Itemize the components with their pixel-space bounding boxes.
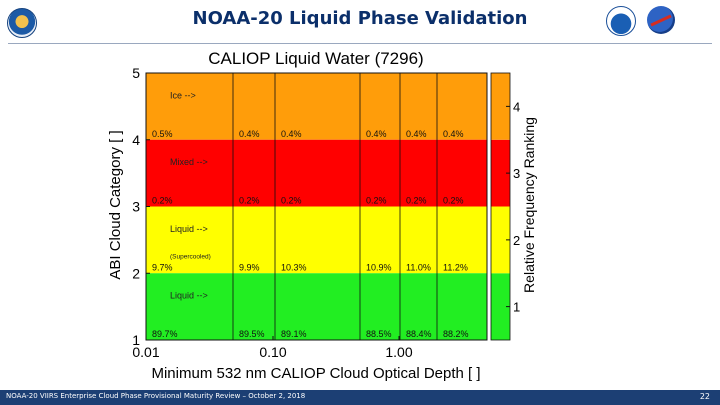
nasa-logo — [647, 6, 675, 34]
y-tick-label: 1 — [132, 332, 140, 348]
cell-value-label: 0.2% — [239, 196, 260, 206]
cell-value-label: 89.5% — [239, 329, 265, 339]
cell-value-label: 88.2% — [443, 329, 469, 339]
colorbar-tick-label: 3 — [513, 166, 520, 181]
cell-value-label: 0.2% — [443, 196, 464, 206]
cell-value-label: 0.4% — [281, 129, 302, 139]
colorbar-segment — [491, 273, 510, 340]
cell-value-label: 0.4% — [239, 129, 260, 139]
heatmap-row-band — [146, 273, 487, 340]
heatmap-row-band — [146, 139, 487, 207]
cell-value-label: 11.2% — [443, 262, 468, 272]
cell-value-label: 89.1% — [281, 329, 307, 339]
colorbar-segment — [491, 73, 510, 140]
cell-value-label: 10.9% — [366, 262, 392, 272]
heatmap-row-band — [146, 73, 487, 140]
cell-value-label: 0.5% — [152, 129, 173, 139]
x-axis-label: Minimum 532 nm CALIOP Cloud Optical Dept… — [151, 365, 480, 382]
page-number: 22 — [699, 392, 710, 401]
footer-text: NOAA-20 VIIRS Enterprise Cloud Phase Pro… — [6, 392, 306, 400]
row-category-label: Liquid --> — [170, 291, 208, 301]
cell-value-label: 0.2% — [406, 196, 427, 206]
heatmap-row-band — [146, 206, 487, 274]
noaa-logo — [606, 6, 636, 36]
row-sublabel: (Supercooled) — [170, 254, 211, 261]
x-tick-label: 0.10 — [259, 344, 286, 360]
cell-value-label: 89.7% — [152, 329, 178, 339]
colorbar-segment — [491, 139, 510, 207]
cell-value-label: 11.0% — [406, 262, 431, 272]
title-divider — [8, 43, 712, 44]
cell-value-label: 9.7% — [152, 262, 173, 272]
x-tick-label: 1.00 — [385, 344, 412, 360]
cloud-phase-heatmap: CALIOP Liquid Water (7296) Ice --> 0.5% 0.… — [107, 49, 537, 382]
cell-value-label: 0.2% — [281, 196, 302, 206]
cell-value-label: 0.2% — [366, 196, 387, 206]
colorbar-segment — [491, 206, 510, 274]
agency-logo-left — [7, 8, 37, 38]
y-tick-label: 5 — [132, 65, 140, 81]
cell-value-label: 0.2% — [152, 196, 173, 206]
row-category-label: Mixed --> — [170, 157, 208, 167]
cell-value-label: 10.3% — [281, 262, 307, 272]
y-axis-label: ABI Cloud Category [ ] — [107, 130, 124, 279]
x-tick-label: 0.01 — [132, 344, 159, 360]
colorbar-tick-label: 1 — [513, 300, 520, 315]
row-category-label: Liquid --> — [170, 224, 208, 234]
y-tick-label: 4 — [132, 132, 140, 148]
cell-value-label: 9.9% — [239, 262, 260, 272]
chart-title: CALIOP Liquid Water (7296) — [208, 49, 423, 68]
cell-value-label: 0.4% — [366, 129, 387, 139]
cell-value-label: 0.4% — [406, 129, 427, 139]
y-tick-label: 2 — [132, 265, 140, 281]
y-tick-label: 3 — [132, 199, 140, 215]
cell-value-label: 88.4% — [406, 329, 432, 339]
cell-value-label: 0.4% — [443, 129, 464, 139]
row-category-label: Ice --> — [170, 90, 196, 100]
slide-title: NOAA-20 Liquid Phase Validation — [192, 8, 528, 29]
colorbar-tick-label: 2 — [513, 233, 520, 248]
colorbar-label: Relative Frequency Ranking — [521, 117, 537, 293]
colorbar-frame — [490, 72, 511, 341]
cell-value-label: 88.5% — [366, 329, 392, 339]
footer-bar — [0, 390, 720, 405]
colorbar-tick-label: 4 — [513, 99, 520, 114]
